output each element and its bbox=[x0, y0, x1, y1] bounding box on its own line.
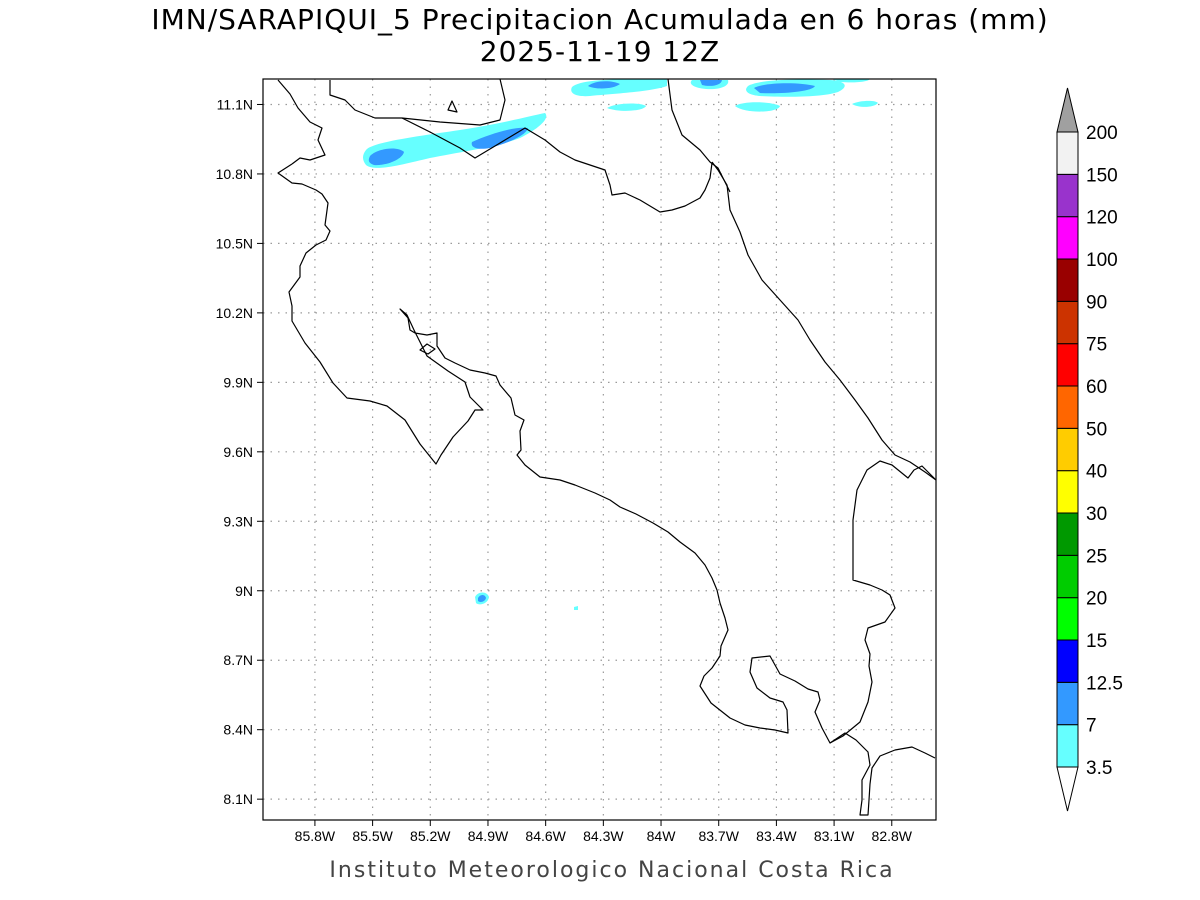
colorbar-segment bbox=[1056, 131, 1079, 175]
colorbar-segment bbox=[1056, 300, 1079, 345]
colorbar-over-arrow bbox=[1056, 87, 1079, 133]
lat-tick-label: 10.8N bbox=[216, 166, 253, 182]
colorbar-segment bbox=[1056, 724, 1079, 768]
lat-tick-label: 8.7N bbox=[223, 652, 253, 668]
map-area bbox=[262, 78, 937, 821]
map-subtitle-datetime: 2025-11-19 12Z bbox=[480, 35, 720, 68]
colorbar-segment bbox=[1056, 512, 1079, 556]
colorbar-segment bbox=[1056, 470, 1079, 514]
colorbar-label: 90 bbox=[1086, 292, 1107, 313]
lat-tick-label: 10.5N bbox=[216, 235, 253, 251]
lake-island bbox=[447, 100, 458, 113]
colorbar-segment bbox=[1056, 554, 1079, 599]
colorbar-segment bbox=[1056, 343, 1079, 387]
precipitation-shading bbox=[363, 79, 878, 610]
lat-tick-label: 10.2N bbox=[216, 305, 253, 321]
lon-tick-label: 85.2W bbox=[410, 828, 451, 844]
gulf-island bbox=[419, 343, 436, 355]
colorbar-label: 60 bbox=[1086, 377, 1107, 398]
lon-tick-label: 83.7W bbox=[698, 828, 739, 844]
precip-area-medium-north-3 bbox=[754, 83, 815, 94]
map-frame bbox=[262, 78, 937, 821]
golfo-dulce-coast bbox=[829, 732, 936, 816]
lat-tick-label: 9.3N bbox=[223, 513, 253, 529]
map-title: IMN/SARAPIQUI_5 Precipitacion Acumulada … bbox=[151, 3, 1048, 36]
lon-tick-label: 84.6W bbox=[525, 828, 566, 844]
footer-institution: Instituto Meteorologico Nacional Costa R… bbox=[329, 858, 894, 883]
colorbar-label: 7 bbox=[1086, 716, 1097, 737]
colorbar-label: 120 bbox=[1086, 208, 1118, 229]
lon-tick-label: 83.4W bbox=[756, 828, 797, 844]
precip-area-light-north-4 bbox=[832, 79, 870, 83]
pacific-coastline bbox=[277, 163, 936, 744]
precip-area-medium-north-2 bbox=[700, 80, 722, 86]
lon-tick-label: 84.3W bbox=[583, 828, 624, 844]
precip-cell-light-tiny bbox=[574, 606, 578, 610]
lon-tick-label: 84W bbox=[647, 828, 677, 844]
colorbar-label: 50 bbox=[1086, 419, 1107, 440]
coastlines-and-borders bbox=[277, 79, 936, 816]
lat-tick-label: 9N bbox=[235, 583, 253, 599]
lat-tick-label: 8.1N bbox=[223, 791, 253, 807]
nicaragua-costa-rica-border bbox=[401, 117, 713, 213]
colorbar-label: 200 bbox=[1086, 123, 1118, 144]
colorbar-segment bbox=[1056, 427, 1079, 472]
nicaragua-pacific-coast bbox=[277, 79, 326, 165]
precip-area-light-lake bbox=[363, 113, 547, 168]
colorbar-label: 25 bbox=[1086, 546, 1107, 567]
colorbar-label: 3.5 bbox=[1086, 758, 1112, 779]
precip-area-medium-lake-west bbox=[368, 148, 404, 166]
precip-area-medium-lake-east bbox=[471, 127, 528, 149]
lon-tick-label: 85.5W bbox=[352, 828, 393, 844]
colorbar-under-arrow bbox=[1056, 766, 1079, 812]
precipitation-colorbar: 3.5 7 12.5 15 20 25 30 40 50 60 75 90 100 120 150 200 bbox=[1056, 87, 1123, 812]
colorbar-segment bbox=[1056, 597, 1079, 641]
lat-tick-label: 9.6N bbox=[223, 444, 253, 460]
lat-tick-label: 11.1N bbox=[217, 96, 253, 112]
lat-tick-label: 9.9N bbox=[223, 374, 253, 390]
lat-tick-label: 8.4N bbox=[223, 722, 253, 738]
nicaragua-caribbean-coast bbox=[667, 79, 731, 193]
precip-area-light-north-7 bbox=[852, 100, 878, 107]
latitude-tick-labels: 11.1N 10.8N 10.5N 10.2N 9.9N 9.6N 9.3N 9N 8.7N 8.… bbox=[216, 96, 263, 807]
lon-tick-label: 83.1W bbox=[814, 828, 855, 844]
lon-tick-label: 84.9W bbox=[468, 828, 509, 844]
lon-tick-label: 82.8W bbox=[872, 828, 913, 844]
lake-nicaragua-shore bbox=[329, 79, 506, 126]
colorbar-label: 100 bbox=[1086, 250, 1118, 271]
colorbar-label: 20 bbox=[1086, 589, 1107, 610]
precip-area-medium-north bbox=[588, 81, 620, 89]
precip-cell-medium-9n bbox=[478, 595, 486, 602]
lon-tick-label: 85.8W bbox=[295, 828, 336, 844]
colorbar-label: 15 bbox=[1086, 631, 1107, 652]
colorbar-segment bbox=[1056, 385, 1079, 429]
colorbar-segment bbox=[1056, 173, 1079, 218]
colorbar-label: 30 bbox=[1086, 504, 1107, 525]
colorbar-segment bbox=[1056, 681, 1079, 726]
colorbar-label: 40 bbox=[1086, 462, 1107, 483]
colorbar-label: 12.5 bbox=[1086, 673, 1123, 694]
colorbar-segment bbox=[1056, 639, 1079, 683]
colorbar-segment bbox=[1056, 258, 1079, 302]
colorbar-label: 150 bbox=[1086, 165, 1118, 186]
precip-area-light-north-5 bbox=[607, 103, 646, 111]
map-background bbox=[263, 79, 936, 820]
longitude-tick-labels: 85.8W 85.5W 85.2W 84.9W 84.6W 84.3W 84W 83.7W 83… bbox=[295, 820, 913, 844]
caribbean-coastline bbox=[711, 161, 936, 481]
precip-area-light-north-6 bbox=[735, 102, 780, 112]
colorbar-segment bbox=[1056, 216, 1079, 260]
colorbar-label: 75 bbox=[1086, 335, 1107, 356]
